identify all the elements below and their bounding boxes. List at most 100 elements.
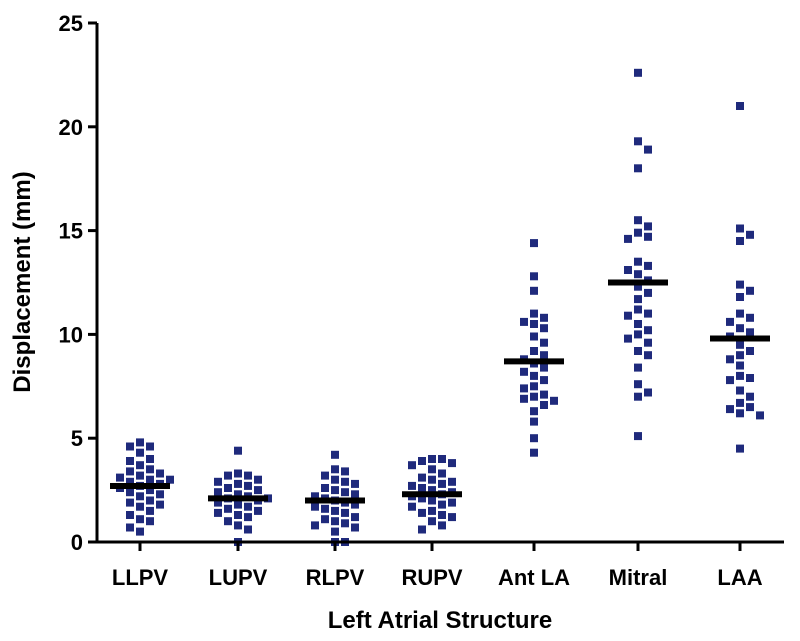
data-point — [540, 390, 548, 399]
x-tick-label: LAA — [717, 565, 762, 590]
data-point — [321, 484, 329, 492]
data-point — [644, 261, 652, 270]
data-point — [351, 523, 359, 532]
data-point — [736, 280, 744, 289]
data-point — [234, 500, 242, 509]
data-point — [746, 347, 754, 355]
data-point — [634, 270, 642, 279]
data-point — [530, 382, 538, 391]
data-point — [634, 330, 642, 339]
data-point — [530, 392, 538, 401]
data-point — [438, 469, 446, 478]
data-point — [736, 398, 744, 407]
data-point — [634, 295, 642, 304]
data-point — [726, 376, 734, 385]
data-point — [428, 517, 436, 526]
x-tick-label: RLPV — [306, 565, 365, 590]
data-point — [146, 496, 154, 505]
data-point — [126, 477, 134, 486]
data-point — [126, 523, 134, 532]
data-point — [321, 471, 329, 480]
data-point — [311, 502, 319, 511]
data-point — [726, 317, 734, 326]
data-point — [530, 320, 538, 328]
data-point — [408, 481, 416, 490]
data-point — [530, 407, 538, 416]
data-point — [136, 438, 144, 447]
data-point — [634, 228, 642, 237]
data-point — [530, 371, 538, 380]
data-point — [746, 230, 754, 239]
x-axis-title: Left Atrial Structure — [328, 607, 552, 634]
data-point — [351, 513, 359, 522]
data-point — [530, 332, 538, 341]
data-point — [746, 328, 754, 337]
data-point — [520, 317, 528, 326]
data-point — [311, 521, 319, 530]
data-point — [234, 511, 242, 519]
data-point — [331, 475, 339, 484]
data-point — [244, 471, 252, 480]
x-axis-ticks: LLPV LUPV RLPV RUPV Ant LA Mitral LAA — [112, 542, 763, 590]
data-point — [311, 492, 319, 501]
data-point — [644, 351, 652, 360]
x-tick-label: Mitral — [609, 565, 668, 590]
data-point — [428, 455, 436, 463]
data-point — [234, 490, 242, 499]
data-point — [156, 469, 164, 478]
data-point — [166, 475, 174, 484]
data-point — [736, 237, 744, 245]
data-point — [634, 363, 642, 372]
data-point — [351, 479, 359, 488]
x-tick-label: LUPV — [209, 565, 268, 590]
data-point — [126, 467, 134, 476]
data-point — [634, 320, 642, 328]
data-point — [418, 457, 426, 465]
data-point — [540, 376, 548, 385]
data-point — [736, 371, 744, 380]
y-axis-ticks: 0 5 10 15 20 25 — [59, 11, 97, 555]
data-point — [126, 498, 134, 507]
data-point — [214, 488, 222, 497]
data-point — [540, 338, 548, 347]
data-point — [736, 444, 744, 453]
data-point — [331, 527, 339, 536]
data-point — [136, 515, 144, 524]
data-point — [438, 455, 446, 463]
data-point — [331, 506, 339, 515]
data-point — [321, 515, 329, 524]
data-point — [624, 266, 632, 274]
data-points — [116, 68, 764, 546]
data-point — [341, 477, 349, 486]
data-point — [331, 486, 339, 495]
data-point — [736, 409, 744, 418]
data-point — [146, 517, 154, 526]
data-point — [146, 475, 154, 484]
x-tick-label: LLPV — [112, 565, 169, 590]
data-point — [146, 465, 154, 474]
data-point — [234, 469, 242, 478]
data-point — [224, 471, 232, 480]
data-point — [448, 498, 456, 507]
data-point — [550, 396, 558, 405]
data-point — [254, 486, 262, 495]
data-point — [540, 401, 548, 409]
data-point — [520, 367, 528, 376]
data-point — [726, 355, 734, 364]
y-tick-label: 20 — [59, 115, 83, 140]
data-point — [331, 450, 339, 459]
data-point — [254, 506, 262, 515]
data-point — [634, 164, 642, 173]
data-point — [341, 519, 349, 528]
x-tick-label: RUPV — [401, 565, 462, 590]
data-point — [351, 500, 359, 509]
data-point — [224, 484, 232, 492]
data-point — [540, 351, 548, 360]
data-point — [438, 511, 446, 519]
data-point — [254, 475, 262, 484]
data-point — [146, 455, 154, 463]
data-point — [736, 309, 744, 318]
data-point — [634, 380, 642, 389]
data-point — [244, 502, 252, 511]
